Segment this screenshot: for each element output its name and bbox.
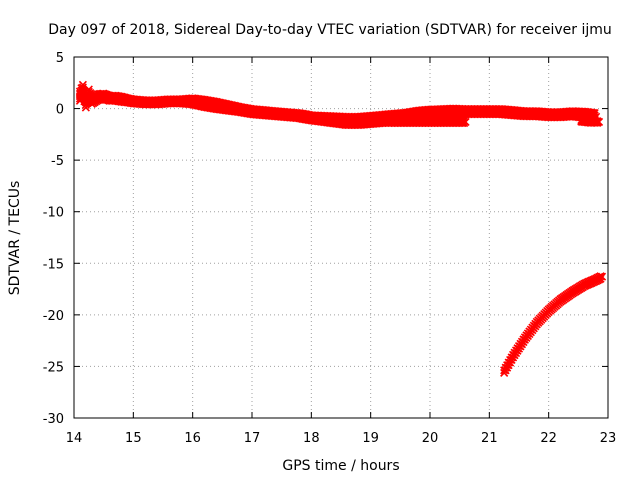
- y-tick-label: -15: [43, 257, 64, 272]
- y-tick-label: 5: [56, 51, 64, 66]
- y-tick-label: -30: [43, 412, 64, 427]
- x-tick-label: 21: [481, 431, 498, 446]
- x-tick-label: 22: [540, 431, 557, 446]
- data-point: [595, 117, 604, 127]
- series-lower-branch: [384, 116, 470, 128]
- y-tick-labels: 5 0 -5 -10 -15 -20 -25 -30: [43, 51, 64, 427]
- x-tick-label: 20: [422, 431, 439, 446]
- x-tick-label: 14: [66, 431, 83, 446]
- axis-ticks: [73, 56, 609, 419]
- x-tick-label: 23: [600, 431, 617, 446]
- series-end-branch: [577, 116, 604, 127]
- y-axis-title: SDTVAR / TECUs: [7, 181, 23, 296]
- x-tick-label: 17: [244, 431, 261, 446]
- y-tick-label: -10: [43, 206, 64, 221]
- x-tick-labels: 14 15 16 17 18 19 20 21 22 23: [66, 431, 617, 446]
- data-point: [461, 117, 470, 127]
- series-descending-arc: [500, 272, 607, 377]
- y-tick-label: 0: [56, 103, 64, 118]
- data-points: [75, 80, 607, 377]
- y-tick-label: -20: [43, 309, 64, 324]
- series-main-band: [75, 80, 601, 130]
- y-tick-label: -5: [51, 154, 64, 169]
- x-tick-label: 18: [303, 431, 320, 446]
- plot-frame: [73, 56, 609, 419]
- data-point: [81, 103, 90, 112]
- x-tick-label: 19: [362, 431, 379, 446]
- y-tick-label: -25: [43, 360, 64, 375]
- x-tick-label: 16: [184, 431, 201, 446]
- data-point: [598, 272, 607, 281]
- x-axis-title: GPS time / hours: [282, 458, 399, 474]
- chart-title: Day 097 of 2018, Sidereal Day-to-day VTE…: [48, 22, 612, 38]
- x-tick-label: 15: [125, 431, 142, 446]
